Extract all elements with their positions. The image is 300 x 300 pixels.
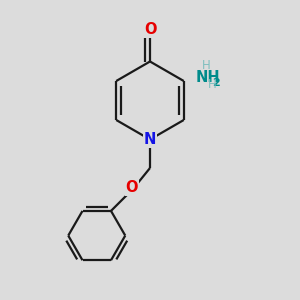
Text: H: H [208,78,217,91]
Text: 2: 2 [212,78,220,88]
Text: N: N [144,132,156,147]
Text: NH: NH [195,70,220,85]
Text: H: H [202,59,211,72]
Text: O: O [126,180,138,195]
Text: O: O [145,22,157,37]
